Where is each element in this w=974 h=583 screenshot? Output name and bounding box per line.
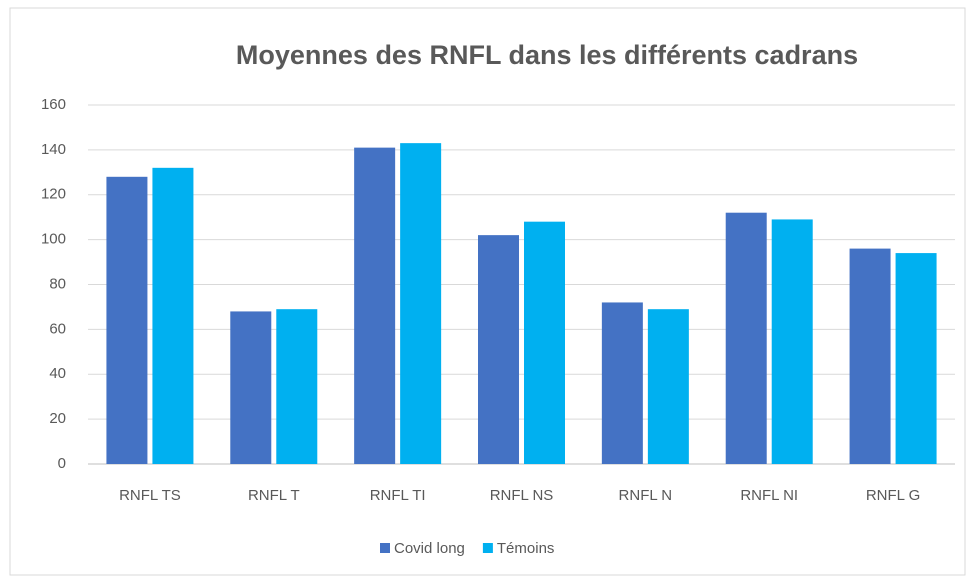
bar bbox=[725, 212, 767, 464]
bar bbox=[106, 176, 148, 465]
x-tick-label: RNFL T bbox=[248, 487, 300, 504]
x-tick-label: RNFL N bbox=[619, 487, 673, 504]
x-tick-label: RNFL NS bbox=[490, 487, 554, 504]
bar bbox=[478, 235, 519, 464]
bar bbox=[230, 311, 272, 464]
y-tick-label: 120 bbox=[41, 186, 66, 203]
legend-label: Témoins bbox=[497, 540, 555, 557]
x-tick-label: RNFL TI bbox=[370, 487, 426, 504]
legend-swatch bbox=[482, 543, 493, 553]
x-tick-label: RNFL NI bbox=[740, 487, 798, 504]
y-tick-label: 160 bbox=[41, 96, 66, 113]
bar bbox=[152, 167, 194, 464]
bar bbox=[601, 302, 643, 464]
y-tick-label: 40 bbox=[49, 365, 66, 382]
x-tick-label: RNFL G bbox=[866, 487, 920, 504]
x-tick-label: RNFL TS bbox=[119, 487, 181, 504]
bar bbox=[400, 143, 442, 465]
bar bbox=[647, 309, 689, 464]
y-tick-label: 100 bbox=[41, 231, 66, 248]
bar bbox=[354, 147, 396, 464]
chart-title: Moyennes des RNFL dans les différents ca… bbox=[236, 40, 858, 70]
y-tick-label: 0 bbox=[58, 455, 66, 472]
bar bbox=[524, 221, 565, 464]
y-tick-label: 20 bbox=[49, 410, 66, 427]
bar bbox=[849, 248, 891, 464]
bar bbox=[276, 309, 318, 464]
y-tick-label: 140 bbox=[41, 141, 66, 158]
y-tick-label: 60 bbox=[49, 320, 66, 337]
legend-label: Covid long bbox=[394, 540, 465, 557]
y-tick-label: 80 bbox=[49, 275, 66, 292]
bar bbox=[771, 219, 813, 464]
bar bbox=[895, 253, 937, 464]
legend-swatch bbox=[380, 543, 390, 553]
